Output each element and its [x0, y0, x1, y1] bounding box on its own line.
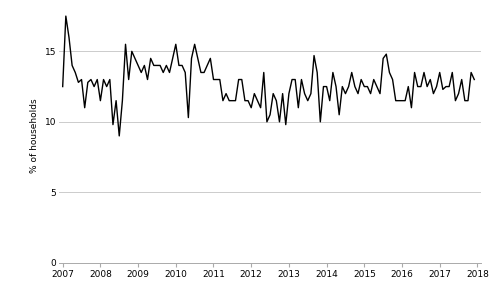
Y-axis label: % of households: % of households [30, 98, 39, 173]
